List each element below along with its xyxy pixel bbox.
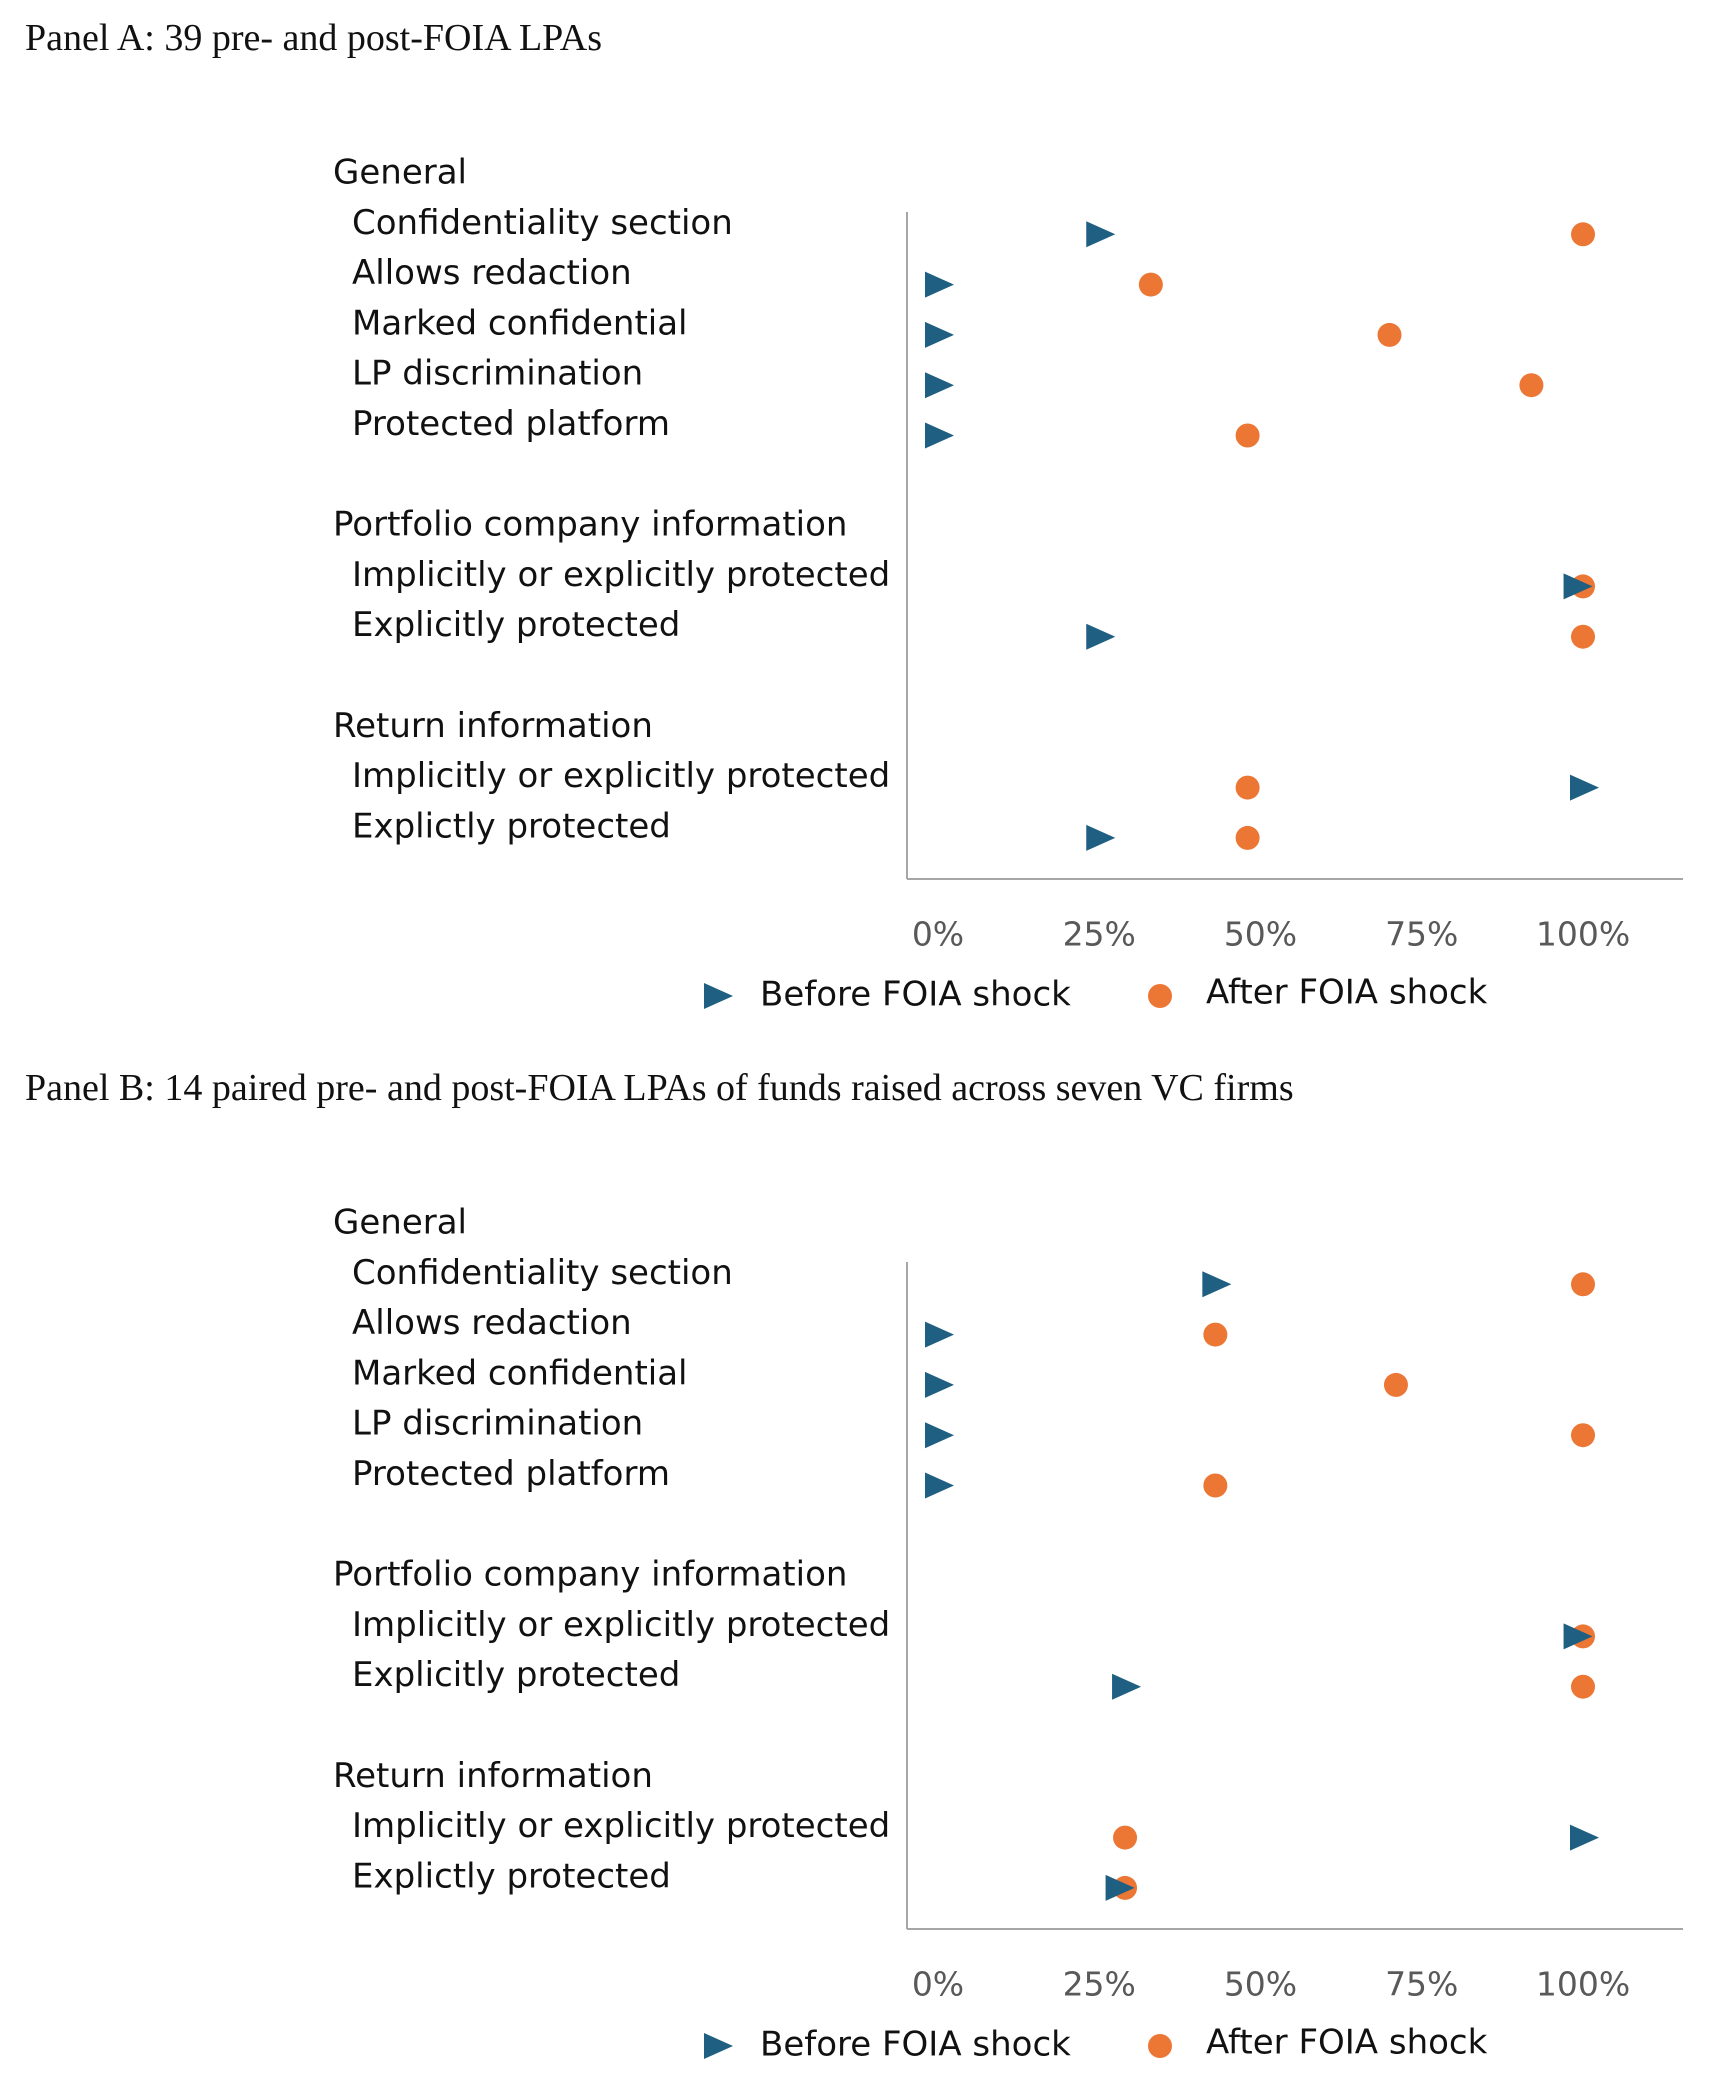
after-shock-point bbox=[1519, 373, 1544, 398]
category-label: Implicitly or explicitly protected bbox=[352, 756, 890, 796]
category-group-label: Return information bbox=[333, 1756, 653, 1796]
after-shock-point bbox=[1571, 1272, 1595, 1297]
legend-before-icon bbox=[704, 983, 733, 1009]
x-tick-label: 75% bbox=[1385, 1965, 1458, 2004]
category-label: Implicitly or explicitly protected bbox=[352, 1605, 890, 1645]
category-label: Implicitly or explicitly protected bbox=[352, 555, 890, 595]
after-shock-point bbox=[1113, 1825, 1138, 1850]
after-shock-point bbox=[1377, 322, 1402, 347]
legend-after-icon bbox=[1148, 984, 1172, 1008]
legend-after-icon bbox=[1148, 2034, 1172, 2058]
after-shock-point bbox=[1571, 222, 1595, 247]
category-group-label: Return information bbox=[333, 706, 653, 746]
before-shock-point bbox=[925, 321, 954, 348]
category-label: Implicitly or explicitly protected bbox=[352, 1806, 890, 1846]
after-shock-point bbox=[1138, 272, 1163, 297]
category-group-label: General bbox=[333, 153, 467, 193]
before-shock-point bbox=[1086, 623, 1116, 650]
legend-before-icon bbox=[704, 2033, 733, 2059]
category-label: Marked confidential bbox=[352, 303, 688, 343]
x-tick-label: 0% bbox=[912, 1965, 964, 2004]
category-label: Protected platform bbox=[352, 404, 670, 444]
after-shock-point bbox=[1571, 624, 1595, 649]
legend-before-label: Before FOIA shock bbox=[760, 975, 1071, 1015]
panel-b-chart: General Confidentiality section Allows red… bbox=[333, 1203, 1683, 2065]
x-tick-label: 100% bbox=[1536, 915, 1630, 954]
category-label: Allows redaction bbox=[352, 253, 632, 293]
before-shock-point bbox=[1086, 824, 1116, 851]
category-group-label: Portfolio company information bbox=[333, 505, 847, 545]
before-shock-point bbox=[925, 1472, 954, 1499]
before-shock-point bbox=[1570, 1824, 1599, 1851]
before-shock-point bbox=[925, 1371, 954, 1398]
panel-b-title: Panel B: 14 paired pre- and post-FOIA LP… bbox=[25, 1067, 1294, 1109]
after-shock-point bbox=[1235, 825, 1260, 850]
category-label: Explictly protected bbox=[352, 806, 671, 846]
category-label: Confidentiality section bbox=[352, 1253, 733, 1293]
x-tick-label: 50% bbox=[1224, 915, 1297, 954]
after-shock-point bbox=[1235, 423, 1260, 448]
before-shock-point bbox=[1112, 1673, 1142, 1700]
before-shock-point bbox=[925, 1321, 954, 1348]
category-label: Explicitly protected bbox=[352, 605, 680, 645]
after-shock-point bbox=[1203, 1473, 1228, 1498]
panel-a-title: Panel A: 39 pre- and post-FOIA LPAs bbox=[25, 17, 603, 59]
x-tick-label: 25% bbox=[1063, 1965, 1136, 2004]
before-shock-point bbox=[925, 271, 954, 298]
category-group-label: General bbox=[333, 1203, 467, 1243]
before-shock-point bbox=[1563, 1623, 1593, 1650]
before-shock-point bbox=[1086, 221, 1116, 248]
x-tick-label: 100% bbox=[1536, 1965, 1630, 2004]
before-shock-point bbox=[925, 422, 954, 449]
before-shock-point bbox=[1570, 774, 1599, 801]
before-shock-point bbox=[925, 372, 954, 399]
after-shock-point bbox=[1571, 1674, 1595, 1699]
legend-after-label: After FOIA shock bbox=[1206, 973, 1488, 1013]
legend-after-label: After FOIA shock bbox=[1206, 2023, 1488, 2063]
category-label: LP discrimination bbox=[352, 354, 643, 394]
after-shock-point bbox=[1571, 1423, 1595, 1448]
after-shock-point bbox=[1203, 1322, 1228, 1347]
category-label: Explictly protected bbox=[352, 1856, 671, 1896]
panel-a-chart: General Confidentiality section Allows red… bbox=[333, 153, 1683, 1015]
legend-before-label: Before FOIA shock bbox=[760, 2025, 1071, 2065]
before-shock-point bbox=[1105, 1874, 1135, 1901]
category-label: LP discrimination bbox=[352, 1404, 643, 1444]
after-shock-point bbox=[1235, 775, 1260, 800]
after-shock-point bbox=[1383, 1372, 1408, 1397]
category-label: Allows redaction bbox=[352, 1303, 632, 1343]
x-tick-label: 50% bbox=[1224, 1965, 1297, 2004]
category-label: Protected platform bbox=[352, 1454, 670, 1494]
category-label: Explicitly protected bbox=[352, 1655, 680, 1695]
x-tick-label: 25% bbox=[1063, 915, 1136, 954]
before-shock-point bbox=[1563, 573, 1593, 600]
category-label: Confidentiality section bbox=[352, 203, 733, 243]
before-shock-point bbox=[925, 1422, 954, 1449]
category-group-label: Portfolio company information bbox=[333, 1555, 847, 1595]
x-tick-label: 0% bbox=[912, 915, 964, 954]
before-shock-point bbox=[1202, 1271, 1232, 1298]
x-tick-label: 75% bbox=[1385, 915, 1458, 954]
category-label: Marked confidential bbox=[352, 1353, 688, 1393]
